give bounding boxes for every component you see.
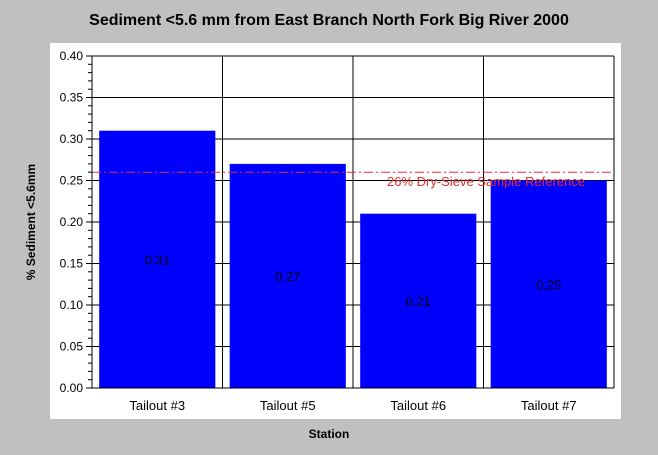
y-tick-label: 0.30 [60,132,84,146]
x-tick-label: Tailout #6 [390,398,446,413]
y-tick-label: 0.05 [60,340,84,354]
y-tick-label: 0.20 [60,215,84,229]
reference-line-label: 26% Dry-Sieve Sample Reference [387,174,585,189]
y-tick-label: 0.00 [60,381,84,395]
y-tick-label: 0.35 [60,91,84,105]
x-tick-label: Tailout #3 [129,398,185,413]
y-tick-label: 0.10 [60,298,84,312]
chart-title: Sediment <5.6 mm from East Branch North … [89,12,569,29]
bar [360,213,477,388]
y-tick-label: 0.25 [60,174,84,188]
x-axis-label: Station [308,427,350,441]
bar [99,130,216,388]
y-tick-label: 0.15 [60,257,84,271]
x-tick-label: Tailout #7 [521,398,577,413]
data-label: 0.25 [536,277,561,292]
data-label: 0.27 [275,269,300,284]
x-tick-label: Tailout #5 [260,398,316,413]
y-tick-label: 0.40 [60,49,84,63]
data-label: 0.21 [406,294,431,309]
bar [229,163,346,388]
bar [490,180,607,388]
data-label: 0.31 [145,252,170,267]
